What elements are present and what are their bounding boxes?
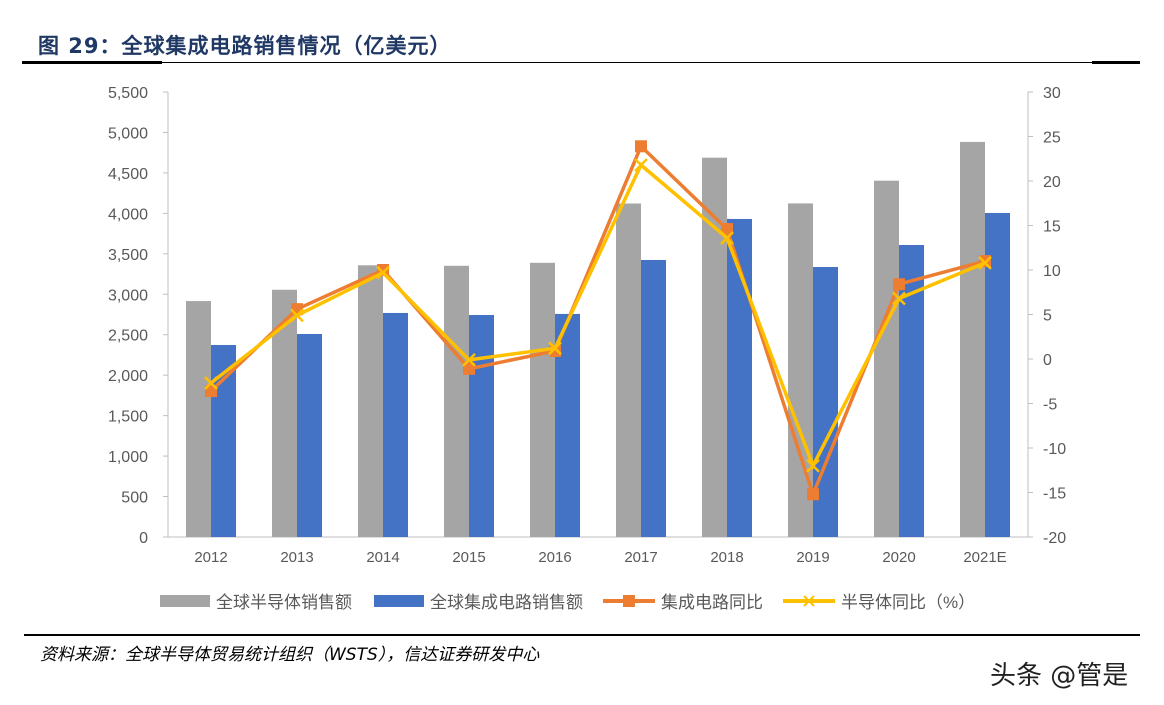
bar-semi <box>186 301 211 537</box>
bar-ic <box>641 259 666 537</box>
line-point <box>807 488 819 501</box>
bar-semi <box>874 180 899 537</box>
bar-semi <box>530 262 555 537</box>
legend-marker <box>803 595 815 607</box>
bar-semi <box>358 265 383 537</box>
right-tick-label: -20 <box>1043 530 1066 547</box>
source-rule <box>24 634 1140 636</box>
left-tick-label: 5,500 <box>108 85 148 102</box>
line-point <box>462 353 476 367</box>
x-tick-label: 2021E <box>963 549 1006 566</box>
line-point <box>205 385 217 398</box>
right-tick-label: 20 <box>1043 174 1061 191</box>
left-tick-label: 1,000 <box>108 449 148 466</box>
bar-ic <box>469 314 494 537</box>
x-tick-label: 2015 <box>452 549 485 566</box>
line-point <box>806 458 820 473</box>
line-point <box>720 231 734 245</box>
bar-semi <box>616 203 641 537</box>
right-tick-label: -15 <box>1043 486 1066 503</box>
line-point <box>635 140 647 153</box>
left-tick-label: 5,000 <box>108 125 148 142</box>
left-tick-label: 4,000 <box>108 206 148 223</box>
line-point <box>893 278 905 291</box>
line-series <box>209 162 986 471</box>
line-point <box>892 291 906 306</box>
legend-label: 全球集成电路销售额 <box>430 593 583 612</box>
line-point <box>290 308 304 323</box>
line-point <box>634 158 648 172</box>
legend-label: 全球半导体销售额 <box>216 593 352 612</box>
title-rule-accent <box>22 61 162 64</box>
right-tick-label: 25 <box>1043 130 1061 147</box>
right-tick-label: 15 <box>1043 219 1061 236</box>
legend-label: 半导体同比（%） <box>841 593 975 612</box>
bar-ic <box>383 312 408 537</box>
x-tick-label: 2012 <box>194 549 227 566</box>
line-point <box>978 255 992 270</box>
x-tick-label: 2016 <box>538 549 571 566</box>
right-tick-label: 10 <box>1043 263 1061 280</box>
right-tick-label: -10 <box>1043 441 1066 458</box>
line-point <box>548 341 562 356</box>
source-note: 资料来源：全球半导体贸易统计组织（WSTS），信达证券研发中心 <box>40 645 540 665</box>
line-point <box>721 223 733 236</box>
legend-swatch <box>160 595 210 607</box>
bar-semi <box>702 157 727 537</box>
x-tick-label: 2013 <box>280 549 313 566</box>
right-tick-label: 5 <box>1043 308 1052 325</box>
right-tick-label: 0 <box>1043 352 1052 369</box>
right-tick-label: -5 <box>1043 397 1057 414</box>
x-tick-label: 2019 <box>796 549 829 566</box>
left-tick-label: 3,500 <box>108 247 148 264</box>
line-series <box>209 143 986 500</box>
bar-semi <box>960 141 985 538</box>
left-tick-label: 500 <box>121 490 148 507</box>
left-tick-label: 3,000 <box>108 287 148 304</box>
left-tick-label: 2,500 <box>108 328 148 345</box>
x-tick-label: 2017 <box>624 549 657 566</box>
figure-title: 图 29：全球集成电路销售情况（亿美元） <box>38 34 452 58</box>
watermark: 头条 @管是 <box>990 661 1129 691</box>
x-tick-label: 2020 <box>882 549 915 566</box>
title-rule-accent-right <box>1092 61 1140 64</box>
left-tick-label: 0 <box>139 530 148 547</box>
x-tick-label: 2018 <box>710 549 743 566</box>
bar-semi <box>444 265 469 537</box>
line-point <box>463 362 475 375</box>
legend-label: 集成电路同比 <box>661 593 763 612</box>
title-rule <box>22 62 1140 63</box>
right-tick-label: 30 <box>1043 85 1061 102</box>
x-tick-label: 2014 <box>366 549 399 566</box>
legend-marker <box>623 595 635 607</box>
line-point <box>376 265 390 280</box>
legend-swatch <box>374 595 424 607</box>
bar-ic <box>297 333 322 537</box>
left-tick-label: 1,500 <box>108 409 148 426</box>
left-tick-label: 4,500 <box>108 166 148 183</box>
left-tick-label: 2,000 <box>108 368 148 385</box>
line-point <box>204 376 218 390</box>
